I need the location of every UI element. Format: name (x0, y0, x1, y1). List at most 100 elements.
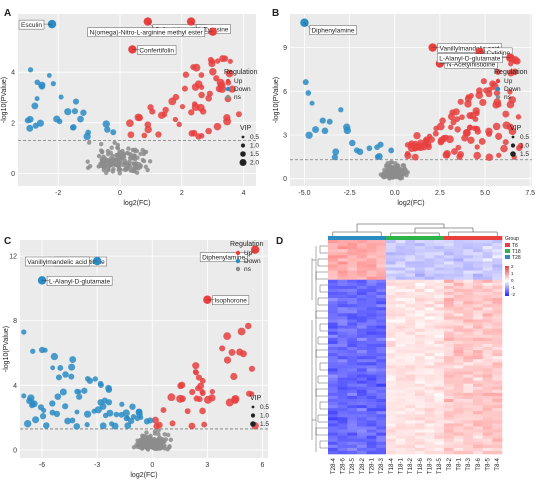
data-point-up (176, 121, 183, 128)
heatmap-cell (366, 429, 377, 433)
heatmap-cell (424, 337, 435, 342)
heatmap-cell (482, 365, 493, 369)
heatmap-cell (453, 252, 464, 256)
heatmap-cell (473, 334, 483, 339)
heatmap-cell (453, 240, 464, 244)
heatmap-cell (376, 325, 387, 329)
heatmap-cell (386, 331, 396, 336)
heatmap-cell (347, 288, 358, 293)
group-legend-swatch (505, 255, 510, 259)
data-point-down (85, 376, 91, 382)
heatmap-cell (444, 374, 454, 378)
data-point-down (31, 102, 39, 110)
heatmap-cell (395, 270, 406, 274)
regulation-legend-dot (235, 258, 241, 264)
group-annotation-cell (357, 236, 367, 240)
heatmap-cell (386, 246, 396, 250)
heatmap-cell (347, 359, 358, 363)
heatmap-cell (444, 414, 454, 418)
data-point-up (198, 84, 205, 90)
heatmap-cell (376, 365, 387, 369)
heatmap-cell (366, 319, 377, 323)
heatmap-cell (395, 353, 406, 357)
heatmap-cell (357, 301, 367, 305)
heatmap-cell (357, 374, 367, 378)
heatmap-cell (424, 420, 435, 424)
data-point-down (57, 364, 64, 371)
heatmap-cell (434, 316, 445, 320)
heatmap-cell (463, 362, 474, 366)
heatmap-cell (415, 420, 425, 424)
heatmap-cell (482, 310, 493, 314)
heatmap-cell (492, 255, 503, 259)
heatmap-cell (328, 374, 338, 378)
heatmap-cell (453, 291, 464, 296)
heatmap-cell (395, 347, 406, 351)
data-point-down (135, 408, 143, 416)
heatmap-cell (453, 310, 464, 314)
group-legend-label: T28 (512, 255, 521, 261)
heatmap-cell (357, 353, 367, 357)
heatmap-cell (434, 353, 445, 357)
group-legend-swatch (505, 243, 510, 247)
heatmap-cell (328, 423, 338, 427)
heatmap-cell (473, 395, 483, 400)
data-point-ns (152, 429, 158, 434)
x-tick-label: -3 (94, 462, 100, 469)
data-point-up (160, 407, 167, 414)
data-point-up (474, 110, 480, 117)
heatmap-cell (347, 365, 358, 369)
heatmap-cell (434, 252, 445, 256)
heatmap-cell (395, 331, 406, 336)
heatmap-cell (424, 374, 435, 378)
data-point-ns (137, 438, 142, 444)
data-point-down (38, 81, 46, 89)
y-tick-label: 8 (13, 318, 17, 325)
heatmap-cell (492, 313, 503, 317)
heatmap-cell (473, 353, 483, 357)
heatmap-cell (424, 273, 435, 277)
heatmap-cell (386, 325, 396, 329)
data-point-up (206, 90, 213, 97)
heatmap-cell (482, 353, 493, 357)
heatmap-cell (357, 246, 367, 250)
heatmap-cell (405, 426, 416, 430)
data-point-up (161, 111, 168, 118)
heatmap-cell (328, 450, 338, 455)
heatmap-cell (444, 423, 454, 427)
heatmap-cell (395, 377, 406, 381)
data-point-up (188, 422, 196, 430)
heatmap-cell (357, 411, 367, 415)
heatmap-cell (415, 444, 425, 449)
heatmap-cell (473, 380, 483, 384)
heatmap-cell (328, 298, 338, 302)
heatmap-cell (357, 356, 367, 360)
heatmap-cell (415, 267, 425, 271)
heatmap-cell (376, 264, 387, 268)
heatmap-cell (347, 261, 358, 265)
heatmap-cell (492, 279, 503, 284)
x-tick-label: -6 (39, 462, 45, 469)
data-point-down (349, 139, 356, 147)
heatmap-cell (337, 362, 348, 366)
heatmap-cell (376, 377, 387, 381)
dendrogram-branch (390, 232, 440, 236)
heatmap-cell (328, 426, 338, 430)
heatmap-cell (337, 331, 348, 336)
label-leader (190, 21, 199, 29)
data-point-down (106, 409, 114, 417)
heatmap-cell (366, 246, 377, 250)
heatmap-cell (463, 288, 474, 293)
heatmap-cell (492, 353, 503, 357)
heatmap-cell (337, 337, 348, 342)
heatmap-cell (453, 343, 464, 348)
heatmap-cell (434, 246, 445, 250)
heatmap-cell (463, 429, 474, 433)
heatmap-cell (347, 441, 358, 446)
heatmap-cell (482, 435, 493, 440)
heatmap-cell (405, 444, 416, 449)
regulation-legend-title: Regulation (224, 69, 258, 76)
heatmap-cell (444, 411, 454, 415)
heatmap-cell (337, 243, 348, 247)
heatmap-cell (453, 447, 464, 452)
